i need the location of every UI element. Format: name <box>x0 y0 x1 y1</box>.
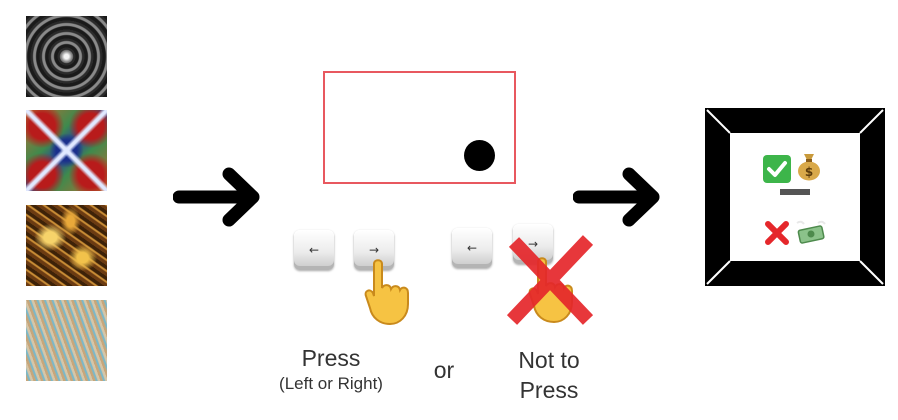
svg-text:$: $ <box>805 165 813 179</box>
spiral-fractal-image <box>26 300 107 381</box>
money-bag-icon: $ <box>795 151 823 186</box>
flying-money-icon <box>795 219 827 252</box>
right-arrow-icon-2 <box>573 167 661 227</box>
outcome-panel: $ <box>730 133 860 261</box>
press-sub-label: (Left or Right) <box>279 374 383 393</box>
press-label: Press <box>301 345 361 371</box>
ball <box>464 140 495 171</box>
press-caption: Press (Left or Right) <box>270 345 392 394</box>
press-label-2: Press <box>519 377 579 403</box>
or-label: or <box>433 357 455 383</box>
right-arrow-icon <box>173 167 261 227</box>
game-screen-frame <box>323 71 516 184</box>
cross-mark-icon <box>763 219 791 252</box>
left-arrow-key: ← <box>294 230 334 270</box>
check-mark-icon <box>763 154 791 183</box>
tunnel-fractal-image <box>26 16 107 97</box>
left-arrow-key-2: ← <box>452 228 492 268</box>
not-to-label: Not to <box>518 347 580 373</box>
kaleidoscope-fractal-image <box>26 110 107 191</box>
pointing-hand-icon <box>360 258 432 331</box>
left-arrow-glyph: ← <box>308 243 320 257</box>
right-arrow-glyph-2: → <box>527 237 539 251</box>
gold-fractal-image <box>26 205 107 286</box>
left-arrow-glyph-2: ← <box>466 241 478 255</box>
red-cross-icon <box>504 234 596 331</box>
outcome-frame: $ <box>705 108 885 286</box>
divider-dash <box>780 189 810 195</box>
right-arrow-glyph: → <box>368 243 380 257</box>
not-to-press-caption: Not to Press <box>500 345 598 405</box>
